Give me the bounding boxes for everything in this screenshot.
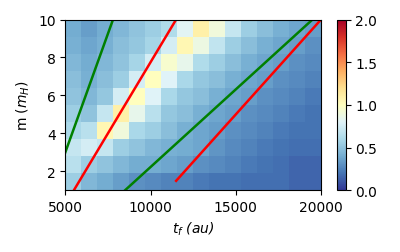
X-axis label: $t_f$ (au): $t_f$ (au): [172, 220, 214, 237]
Y-axis label: m ($m_H$): m ($m_H$): [15, 80, 32, 131]
